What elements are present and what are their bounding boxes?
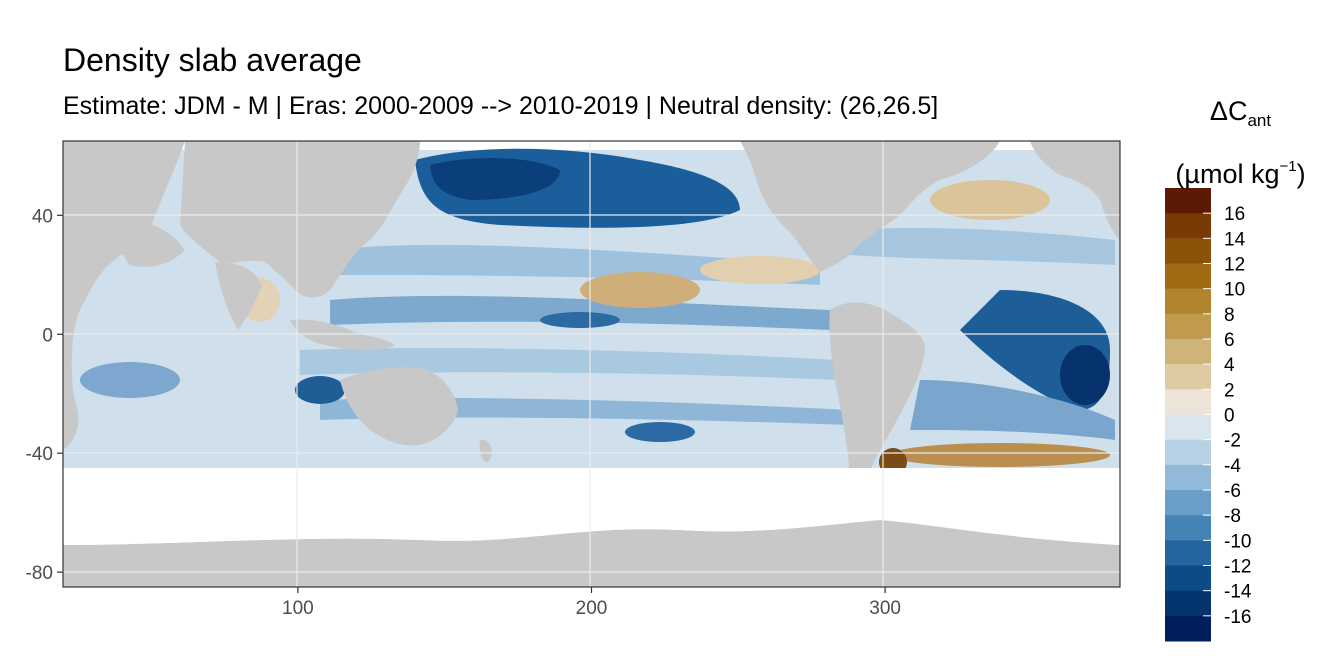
legend-tick-label: -10	[1224, 531, 1251, 552]
legend-swatch	[1165, 615, 1211, 642]
legend-tick-label: 4	[1224, 355, 1235, 376]
legend-swatch	[1165, 339, 1211, 365]
legend-swatch	[1165, 540, 1211, 566]
legend-tick-label: -4	[1224, 456, 1241, 477]
legend-title-variable: ΔCant	[1209, 96, 1272, 130]
ocean-field	[63, 148, 1120, 476]
legend-tick-label: 10	[1224, 280, 1245, 301]
legend-tick-label: 16	[1224, 204, 1245, 225]
legend-swatch	[1165, 238, 1211, 264]
chart-subtitle: Estimate: JDM - M | Eras: 2000-2009 --> …	[63, 92, 939, 120]
land-south-america	[829, 302, 925, 500]
legend-colorbar	[1165, 188, 1211, 642]
x-tick-label: 200	[576, 598, 608, 619]
legend-title: ΔCant (µmol kg−1)	[1158, 88, 1323, 197]
y-tick-label: -40	[26, 444, 53, 465]
brown-patch-pacific	[580, 272, 700, 308]
legend-swatch	[1165, 213, 1211, 239]
legend-tick-label: 6	[1224, 330, 1235, 351]
gridlines	[63, 141, 1120, 587]
legend-swatch	[1165, 590, 1211, 617]
legend-title-subscript: ant	[1247, 111, 1272, 130]
pacific-south-blue	[625, 422, 695, 442]
legend-tick-label: -16	[1224, 607, 1251, 628]
band-pacific-3	[300, 348, 840, 380]
x-tick-label: 300	[869, 598, 901, 619]
pacific-mid-blue	[540, 312, 620, 328]
land-north-america	[740, 141, 1000, 272]
legend-tick-label: 8	[1224, 305, 1235, 326]
legend-swatch	[1165, 389, 1211, 415]
land-new-zealand	[479, 439, 492, 462]
legend-tick-label: -8	[1224, 506, 1241, 527]
land-africa-europe	[63, 141, 185, 450]
legend-swatch	[1165, 364, 1211, 390]
legend-tick-label: -2	[1224, 431, 1241, 452]
legend-tick-label: 14	[1224, 229, 1246, 250]
brown-patch-atlantic	[930, 180, 1050, 220]
legend-tick-label: 2	[1224, 380, 1235, 401]
north-pacific-core	[430, 158, 560, 200]
y-tick-label: -80	[26, 563, 53, 584]
legend-swatch	[1165, 515, 1211, 541]
legend-tick-label: -6	[1224, 481, 1241, 502]
south-atlantic-blue	[910, 380, 1115, 440]
legend-tick-label: 0	[1224, 406, 1235, 427]
land-greenland	[1030, 141, 1120, 240]
east-atlantic-core	[1060, 345, 1110, 405]
land-indonesia	[290, 319, 395, 350]
y-tick-label: 40	[32, 206, 53, 227]
land-masses	[63, 141, 1120, 587]
legend-swatch	[1165, 188, 1211, 214]
no-data-antarctic-coast	[63, 520, 1120, 545]
indian-blue-patch	[295, 376, 345, 404]
land-india	[215, 262, 262, 330]
x-axis: 100 200 300	[282, 587, 901, 619]
land-australia	[340, 367, 458, 446]
legend-swatch	[1165, 439, 1211, 466]
legend-swatch	[1165, 464, 1211, 491]
legend-tick-label: -14	[1224, 582, 1252, 603]
legend-swatch	[1165, 490, 1211, 516]
legend-tick-label: 12	[1224, 255, 1245, 276]
y-axis: 40 0 -40 -80	[26, 206, 63, 584]
legend-swatch	[1165, 263, 1211, 290]
x-tick-label: 100	[282, 598, 314, 619]
north-atlantic-band	[850, 228, 1115, 265]
legend-labels: 16 14 12 10 8 6 4 2 0 -2 -4 -6 -8 -10 -12 -14 -16	[1203, 204, 1252, 628]
no-data-southern-band	[63, 468, 1120, 520]
land-antarctica	[63, 520, 1120, 587]
legend-swatch	[1165, 288, 1211, 315]
legend-swatch	[1165, 565, 1211, 592]
indian-west-blue	[80, 362, 180, 398]
band-pacific-1	[330, 245, 820, 285]
y-tick-label: 0	[42, 325, 53, 346]
legend-tick-label: -12	[1224, 557, 1251, 578]
legend-title-unit: (µmol kg−1)	[1175, 158, 1306, 189]
chart-title: Density slab average	[63, 42, 362, 78]
map-panel	[62, 140, 1121, 588]
land-arabia	[110, 219, 185, 267]
legend-swatch	[1165, 414, 1211, 441]
brown-patch-pacific-2	[700, 256, 820, 284]
brown-patch-south-atlantic	[890, 443, 1110, 467]
legend-swatch	[1165, 313, 1211, 340]
legend-unit-superscript: −1	[1279, 158, 1297, 175]
land-asia	[180, 141, 420, 298]
